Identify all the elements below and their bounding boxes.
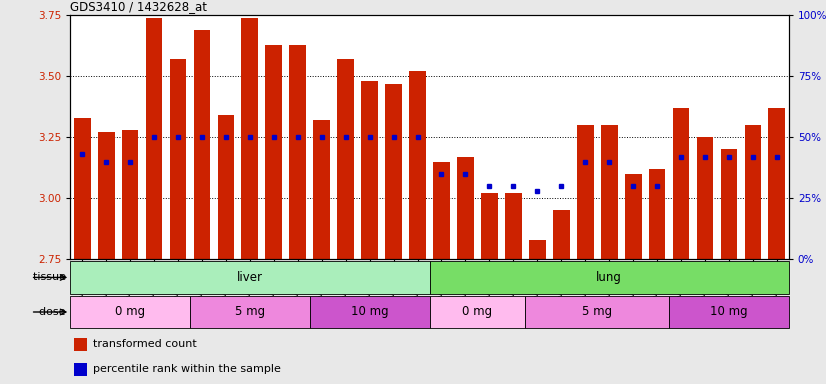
Text: lung: lung — [596, 271, 622, 284]
Bar — [193, 30, 211, 259]
Bar — [361, 81, 378, 259]
Bar — [481, 194, 498, 259]
Bar — [624, 174, 642, 259]
Bar — [97, 132, 115, 259]
Text: 5 mg: 5 mg — [235, 306, 265, 318]
Bar — [169, 59, 187, 259]
Bar — [433, 162, 450, 259]
Bar — [457, 157, 474, 259]
Bar — [70, 296, 190, 328]
Bar — [577, 125, 594, 259]
Bar — [720, 149, 738, 259]
Text: percentile rank within the sample: percentile rank within the sample — [93, 364, 281, 374]
Text: 5 mg: 5 mg — [582, 306, 612, 318]
Bar — [601, 125, 618, 259]
Bar — [145, 18, 163, 259]
Bar — [121, 130, 139, 259]
Bar — [768, 108, 786, 259]
Bar — [525, 296, 669, 328]
Bar — [74, 338, 87, 351]
Bar — [669, 296, 789, 328]
Bar — [744, 125, 762, 259]
Bar — [241, 18, 259, 259]
Bar — [313, 120, 330, 259]
Bar — [529, 240, 546, 259]
Text: 0 mg: 0 mg — [463, 306, 492, 318]
Bar — [409, 71, 426, 259]
Text: 10 mg: 10 mg — [710, 306, 748, 318]
Text: 10 mg: 10 mg — [351, 306, 388, 318]
Bar — [74, 362, 87, 376]
Bar — [289, 45, 306, 259]
Bar — [648, 169, 666, 259]
Text: transformed count: transformed count — [93, 339, 197, 349]
Text: dose: dose — [40, 307, 69, 317]
Bar — [553, 210, 570, 259]
Bar — [217, 115, 235, 259]
Bar — [74, 118, 91, 259]
Bar — [430, 296, 525, 328]
Bar — [672, 108, 690, 259]
Bar — [310, 296, 430, 328]
Bar — [190, 296, 310, 328]
Bar — [505, 194, 522, 259]
Bar — [337, 59, 354, 259]
Bar — [430, 261, 789, 294]
Text: liver: liver — [237, 271, 263, 284]
Bar — [696, 137, 714, 259]
Bar — [70, 261, 430, 294]
Bar — [265, 45, 282, 259]
Text: GDS3410 / 1432628_at: GDS3410 / 1432628_at — [70, 0, 207, 13]
Text: 0 mg: 0 mg — [115, 306, 145, 318]
Text: tissue: tissue — [33, 272, 69, 283]
Bar — [385, 84, 402, 259]
